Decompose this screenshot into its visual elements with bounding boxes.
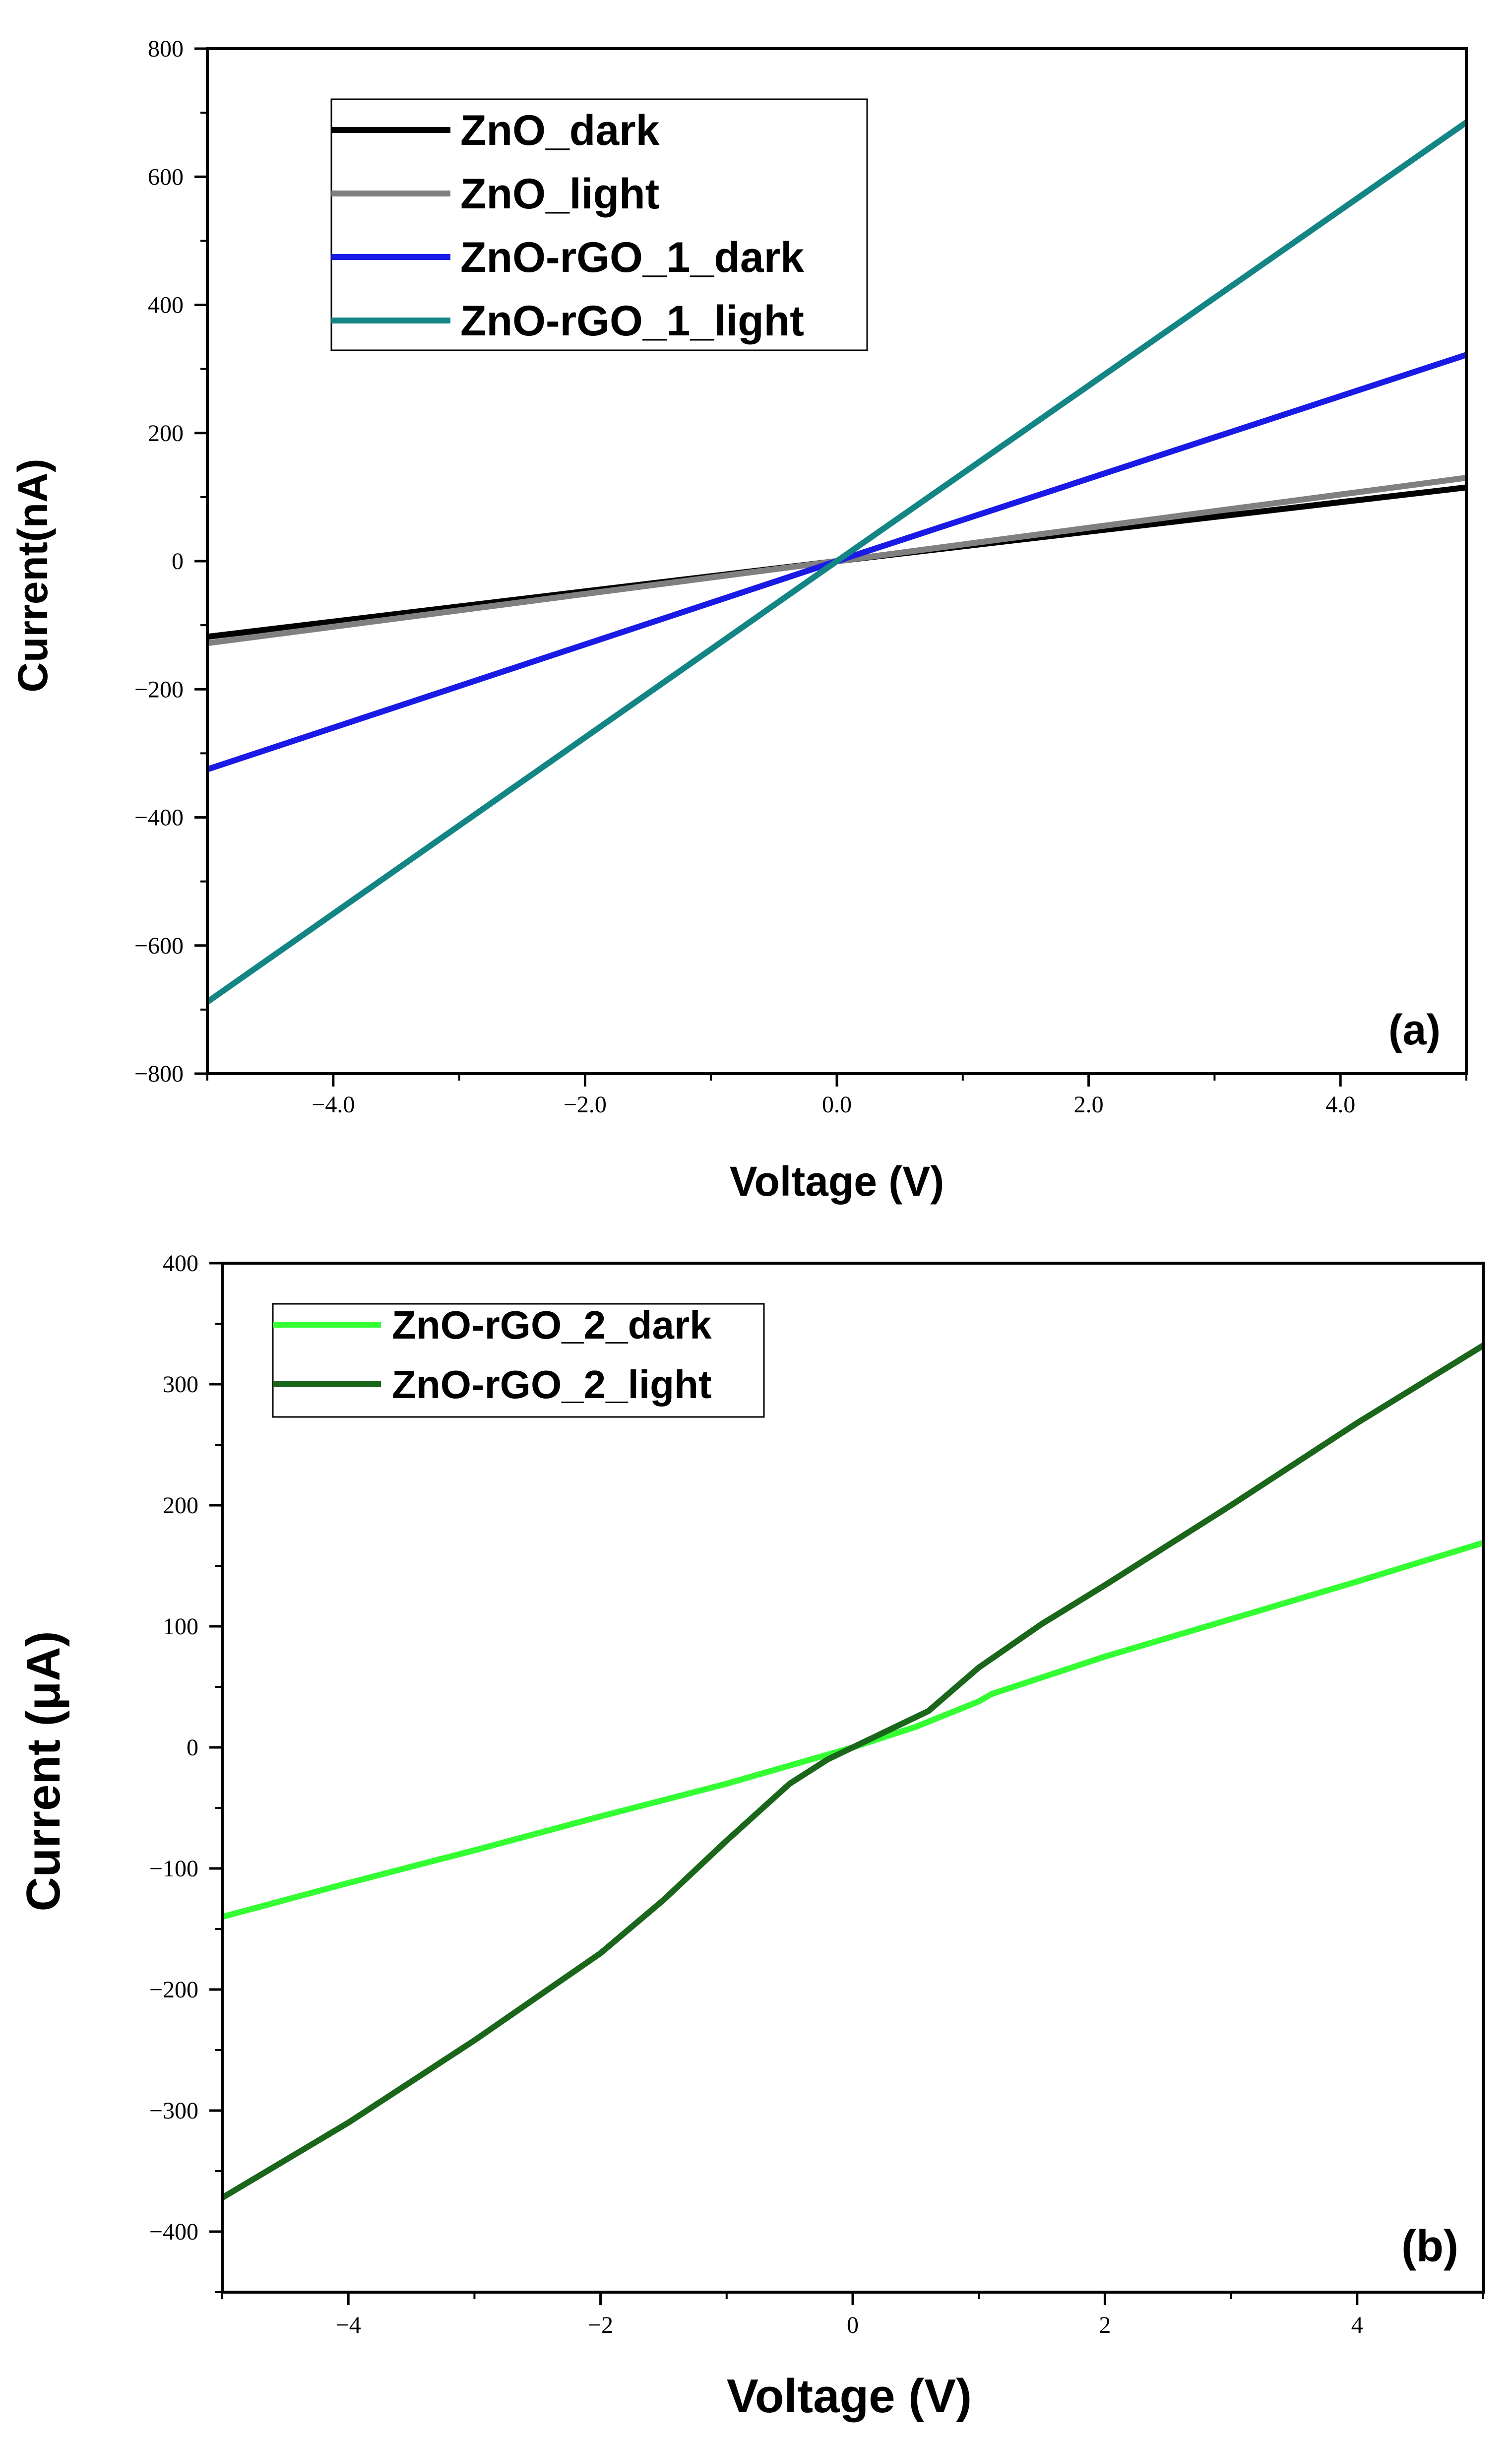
x-tick-label: 0.0 bbox=[822, 1091, 852, 1118]
y-tick-label: 400 bbox=[163, 1250, 198, 1277]
series-line-ZnO-rGO_2_dark bbox=[222, 1540, 1483, 1920]
series-line-ZnO-rGO_1_light bbox=[207, 120, 1466, 1005]
legend-label: ZnO_dark bbox=[460, 107, 660, 154]
y-tick-label: −200 bbox=[134, 676, 184, 703]
y-tick-label: −400 bbox=[149, 2219, 198, 2245]
y-axis-title: Current(nA) bbox=[9, 458, 56, 692]
legend-label: ZnO-rGO_1_dark bbox=[460, 234, 804, 281]
y-tick-label: −600 bbox=[134, 933, 184, 959]
y-axis-title: Current (μA) bbox=[17, 1631, 70, 1911]
legend-label: ZnO-rGO_2_light bbox=[392, 1362, 712, 1407]
panel-b: −400 −300 −200 −100 0 100 200 300 400 −4 −2 0 2 4 Volt… bbox=[17, 1250, 1485, 2423]
legend-label: ZnO-rGO_2_dark bbox=[392, 1303, 712, 1347]
x-tick-label: 2 bbox=[1099, 2312, 1111, 2338]
legend-label: ZnO-rGO_1_light bbox=[460, 297, 804, 345]
panel-label: (a) bbox=[1388, 1006, 1441, 1054]
y-tick-label: 800 bbox=[148, 36, 184, 62]
x-tick-label: 2.0 bbox=[1074, 1091, 1104, 1118]
y-tick-label: −300 bbox=[149, 2098, 198, 2124]
x-tick-label: −2.0 bbox=[564, 1091, 607, 1118]
x-tick-label: 4.0 bbox=[1325, 1091, 1355, 1118]
y-tick-label: 600 bbox=[148, 164, 184, 190]
x-tick-label: −4.0 bbox=[312, 1091, 355, 1118]
y-tick-label: 0 bbox=[172, 548, 184, 575]
y-tick-label: 100 bbox=[163, 1613, 198, 1640]
y-tick-label: −100 bbox=[149, 1856, 198, 1882]
legend: ZnO-rGO_2_dark ZnO-rGO_2_light bbox=[272, 1303, 765, 1418]
x-axis-title: Voltage (V) bbox=[730, 1158, 944, 1205]
series-line-ZnO-rGO_2_light bbox=[222, 1343, 1483, 2200]
legend-box bbox=[330, 98, 868, 351]
y-tick-label: −800 bbox=[134, 1061, 184, 1087]
y-tick-label: −400 bbox=[134, 805, 184, 831]
y-tick-label: 200 bbox=[163, 1492, 198, 1519]
y-tick-label: 400 bbox=[148, 292, 184, 319]
y-tick-label: 300 bbox=[163, 1371, 198, 1398]
legend: ZnO_dark ZnO_light ZnO-rGO_1_dark ZnO-rGO_1… bbox=[330, 98, 868, 351]
x-tick-label: −4 bbox=[336, 2312, 361, 2338]
y-tick-label: 0 bbox=[187, 1734, 198, 1761]
x-tick-label: 4 bbox=[1351, 2312, 1363, 2338]
panel-label: (b) bbox=[1401, 2222, 1458, 2271]
panel-a: −800 −600 −400 −200 0 200 400 600 800 −4.0 −2.0 0.0… bbox=[9, 36, 1468, 1205]
legend-label: ZnO_light bbox=[460, 170, 659, 218]
y-tick-label: −200 bbox=[149, 1977, 198, 2003]
x-tick-label: 0 bbox=[847, 2312, 859, 2338]
x-tick-label: −2 bbox=[588, 2312, 613, 2338]
x-axis-title: Voltage (V) bbox=[727, 2370, 972, 2423]
y-tick-label: 200 bbox=[148, 420, 184, 447]
